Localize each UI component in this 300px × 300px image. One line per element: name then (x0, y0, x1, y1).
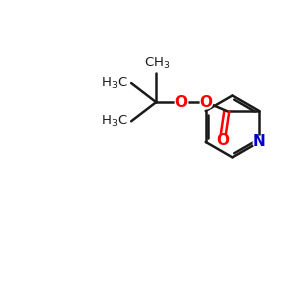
Text: O: O (200, 95, 213, 110)
Text: O: O (175, 95, 188, 110)
Text: H$_3$C: H$_3$C (101, 76, 128, 91)
Text: O: O (216, 133, 229, 148)
Text: CH$_3$: CH$_3$ (144, 56, 171, 71)
Text: N: N (253, 134, 266, 149)
Text: H$_3$C: H$_3$C (101, 114, 128, 129)
